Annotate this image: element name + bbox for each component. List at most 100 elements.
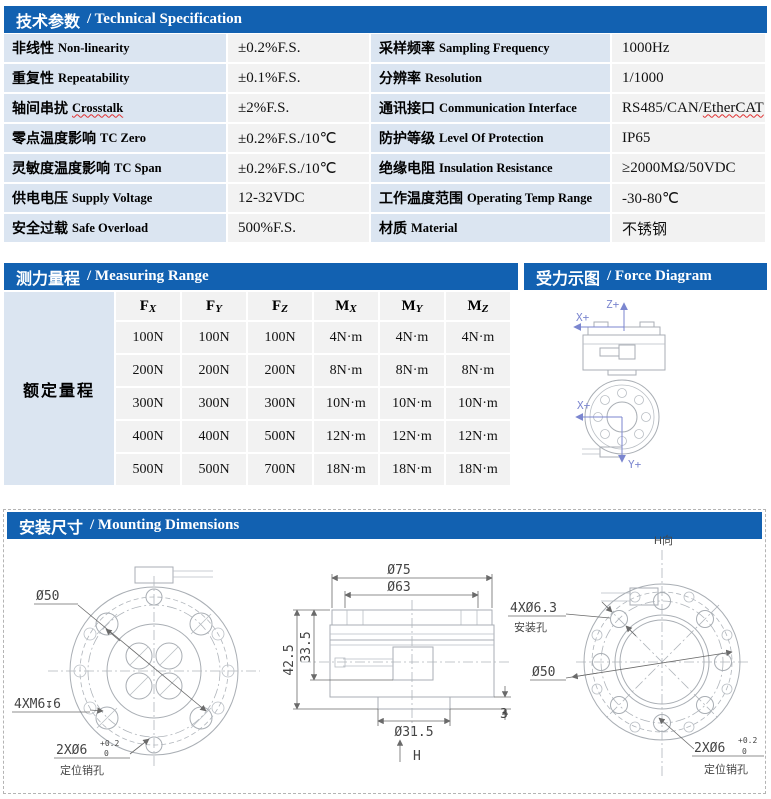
mounting-dimensions-header: 安装尺寸 / Mounting Dimensions <box>7 512 762 539</box>
spec-value: 500%F.S. <box>228 214 369 242</box>
range-cell: 8N·m <box>314 355 378 386</box>
spec-value: IP65 <box>612 124 765 152</box>
range-cell: 10N·m <box>380 388 444 419</box>
spec-value: 12-32VDC <box>228 184 369 212</box>
range-cell: 100N <box>182 322 246 353</box>
mid-h2-label: 33.5 <box>299 631 314 662</box>
spec-label: 材质 Material <box>371 214 610 242</box>
range-cell: 4N·m <box>314 322 378 353</box>
range-cell: 12N·m <box>314 421 378 452</box>
spec-value: ±2%F.S. <box>228 94 369 122</box>
left-flange-drawing: Ø50 4XM6↧6 2XØ6 +0.2 0 定位销孔 <box>12 566 260 777</box>
force-diagram-title-en: / Force Diagram <box>607 268 712 284</box>
right-pin-tol-bot: 0 <box>742 747 747 756</box>
mounting-title-zh: 安装尺寸 <box>19 519 84 537</box>
technical-spec-title-zh: 技术参数 <box>16 13 81 31</box>
spec-label: 非线性 Non-linearity <box>4 34 226 62</box>
x-axis-label-side: X+ <box>576 311 590 324</box>
rated-range-label: 额定量程 <box>4 292 114 485</box>
range-cell: 10N·m <box>446 388 510 419</box>
spec-value: RS485/CAN/EtherCAT <box>612 94 765 122</box>
right-pin-label: 2XØ6 <box>694 741 725 756</box>
measuring-range-title-en: / Measuring Range <box>87 268 209 284</box>
left-pin-note: 定位销孔 <box>60 763 104 777</box>
spec-label: 采样频率 Sampling Frequency <box>371 34 610 62</box>
range-cell: 18N·m <box>380 454 444 485</box>
spec-label: 供电电压 Supply Voltage <box>4 184 226 212</box>
left-pin-tol-top: +0.2 <box>100 739 119 748</box>
range-cell: 4N·m <box>446 322 510 353</box>
spec-value: ±0.2%F.S. <box>228 34 369 62</box>
spec-value: 1/1000 <box>612 64 765 92</box>
measuring-range-title-zh: 测力量程 <box>16 270 81 288</box>
range-cell: 12N·m <box>446 421 510 452</box>
range-cell: 4N·m <box>380 322 444 353</box>
range-cell: 400N <box>116 421 180 452</box>
mid-h-view-label: H <box>413 749 421 764</box>
right-holes-label: 4XØ6.3 <box>510 601 557 616</box>
range-cell: 100N <box>116 322 180 353</box>
mid-h1-label: 42.5 <box>283 644 297 675</box>
spec-label: 灵敏度温度影响 TC Span <box>4 154 226 182</box>
range-cell: 200N <box>116 355 180 386</box>
spec-value: ±0.2%F.S./10℃ <box>228 154 369 182</box>
range-cell: 10N·m <box>314 388 378 419</box>
spec-value: 不锈钢 <box>612 214 765 242</box>
mounting-title-en: / Mounting Dimensions <box>90 517 240 533</box>
x-axis-label-front: X+ <box>577 399 591 412</box>
z-axis-label: Z+ <box>606 298 620 311</box>
range-cell: 12N·m <box>380 421 444 452</box>
spec-label: 工作温度范围 Operating Temp Range <box>371 184 610 212</box>
left-pin-label: 2XØ6 <box>56 743 87 758</box>
spec-label: 防护等级 Level Of Protection <box>371 124 610 152</box>
right-pin-note: 定位销孔 <box>704 762 748 776</box>
spec-value: 1000Hz <box>612 34 765 62</box>
range-cell: 400N <box>182 421 246 452</box>
technical-spec-header: 技术参数 / Technical Specification <box>4 6 767 33</box>
spec-value: ±0.2%F.S./10℃ <box>228 124 369 152</box>
mid-t3-label: 3 <box>500 707 508 722</box>
measuring-range-header: 测力量程 / Measuring Range <box>4 263 518 290</box>
range-cell: 8N·m <box>380 355 444 386</box>
mounting-dimensions-frame <box>3 509 766 794</box>
left-d50-label: Ø50 <box>36 589 59 604</box>
right-pin-tol-top: +0.2 <box>738 736 757 745</box>
right-flange-drawing: H向 4XØ6.3 安装孔 Ø50 2XØ6 +0.2 0 定位销孔 <box>508 533 764 778</box>
range-cell: 18N·m <box>314 454 378 485</box>
force-diagram-header: 受力示图 / Force Diagram <box>524 263 767 290</box>
range-cell: 18N·m <box>446 454 510 485</box>
spec-label: 安全过载 Safe Overload <box>4 214 226 242</box>
mid-d75-label: Ø75 <box>387 563 410 578</box>
left-pin-tol-bot: 0 <box>104 749 109 758</box>
spec-label: 轴间串扰 Crosstalk <box>4 94 226 122</box>
mid-d63-label: Ø63 <box>387 580 410 595</box>
range-cell: 300N <box>248 388 312 419</box>
h-view-label: H向 <box>654 533 673 547</box>
right-holes-note: 安装孔 <box>514 620 547 634</box>
spec-value: ±0.1%F.S. <box>228 64 369 92</box>
range-cell: 500N <box>248 421 312 452</box>
y-axis-label: Y+ <box>628 458 642 471</box>
force-diagram-drawing: Z+ X+ X+ Y+ <box>573 298 666 471</box>
left-thread-label: 4XM6↧6 <box>14 697 61 712</box>
range-cell: 500N <box>116 454 180 485</box>
range-cell: 300N <box>182 388 246 419</box>
range-cell: 200N <box>182 355 246 386</box>
range-cell: 500N <box>182 454 246 485</box>
technical-spec-table: 非线性 Non-linearity ±0.2%F.S. 采样频率 Sampling … <box>4 34 765 242</box>
right-d50-label: Ø50 <box>532 665 555 680</box>
spec-label: 通讯接口 Communication Interface <box>371 94 610 122</box>
spec-label: 绝缘电阻 Insulation Resistance <box>371 154 610 182</box>
range-cell: 100N <box>248 322 312 353</box>
range-cell: 300N <box>116 388 180 419</box>
mid-d315-label: Ø31.5 <box>394 725 433 740</box>
spec-value: ≥2000MΩ/50VDC <box>612 154 765 182</box>
force-diagram-title-zh: 受力示图 <box>536 270 601 288</box>
spec-label: 重复性 Repeatability <box>4 64 226 92</box>
